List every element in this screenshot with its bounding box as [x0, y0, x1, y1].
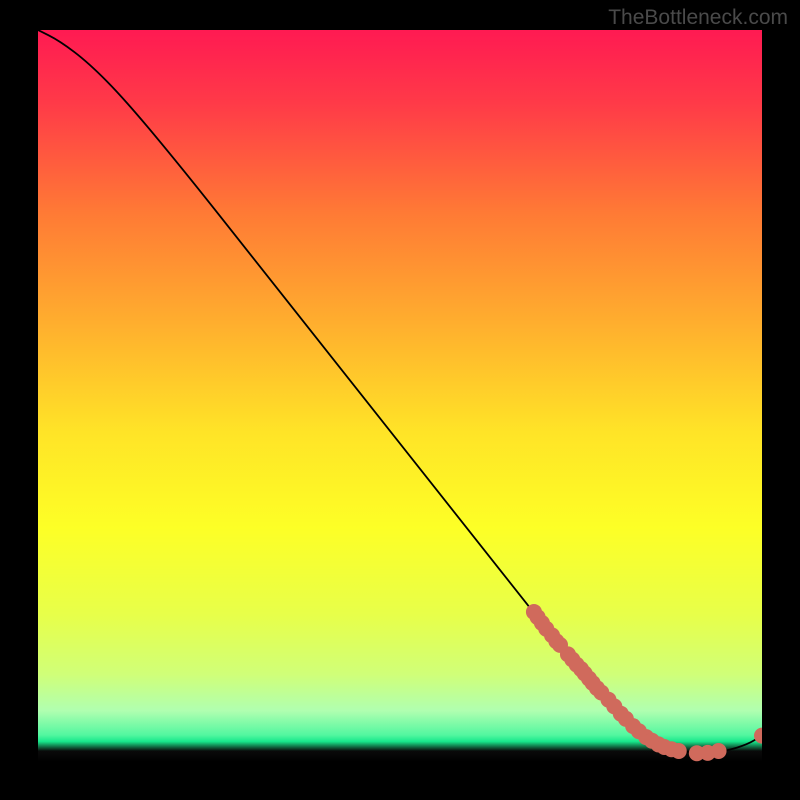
- watermark-text: TheBottleneck.com: [608, 6, 788, 30]
- gradient-background: [38, 30, 762, 762]
- chart-frame: TheBottleneck.com: [0, 0, 800, 800]
- data-point: [711, 743, 727, 759]
- chart-svg: [38, 30, 762, 762]
- plot-area: [38, 30, 762, 762]
- data-point: [671, 743, 687, 759]
